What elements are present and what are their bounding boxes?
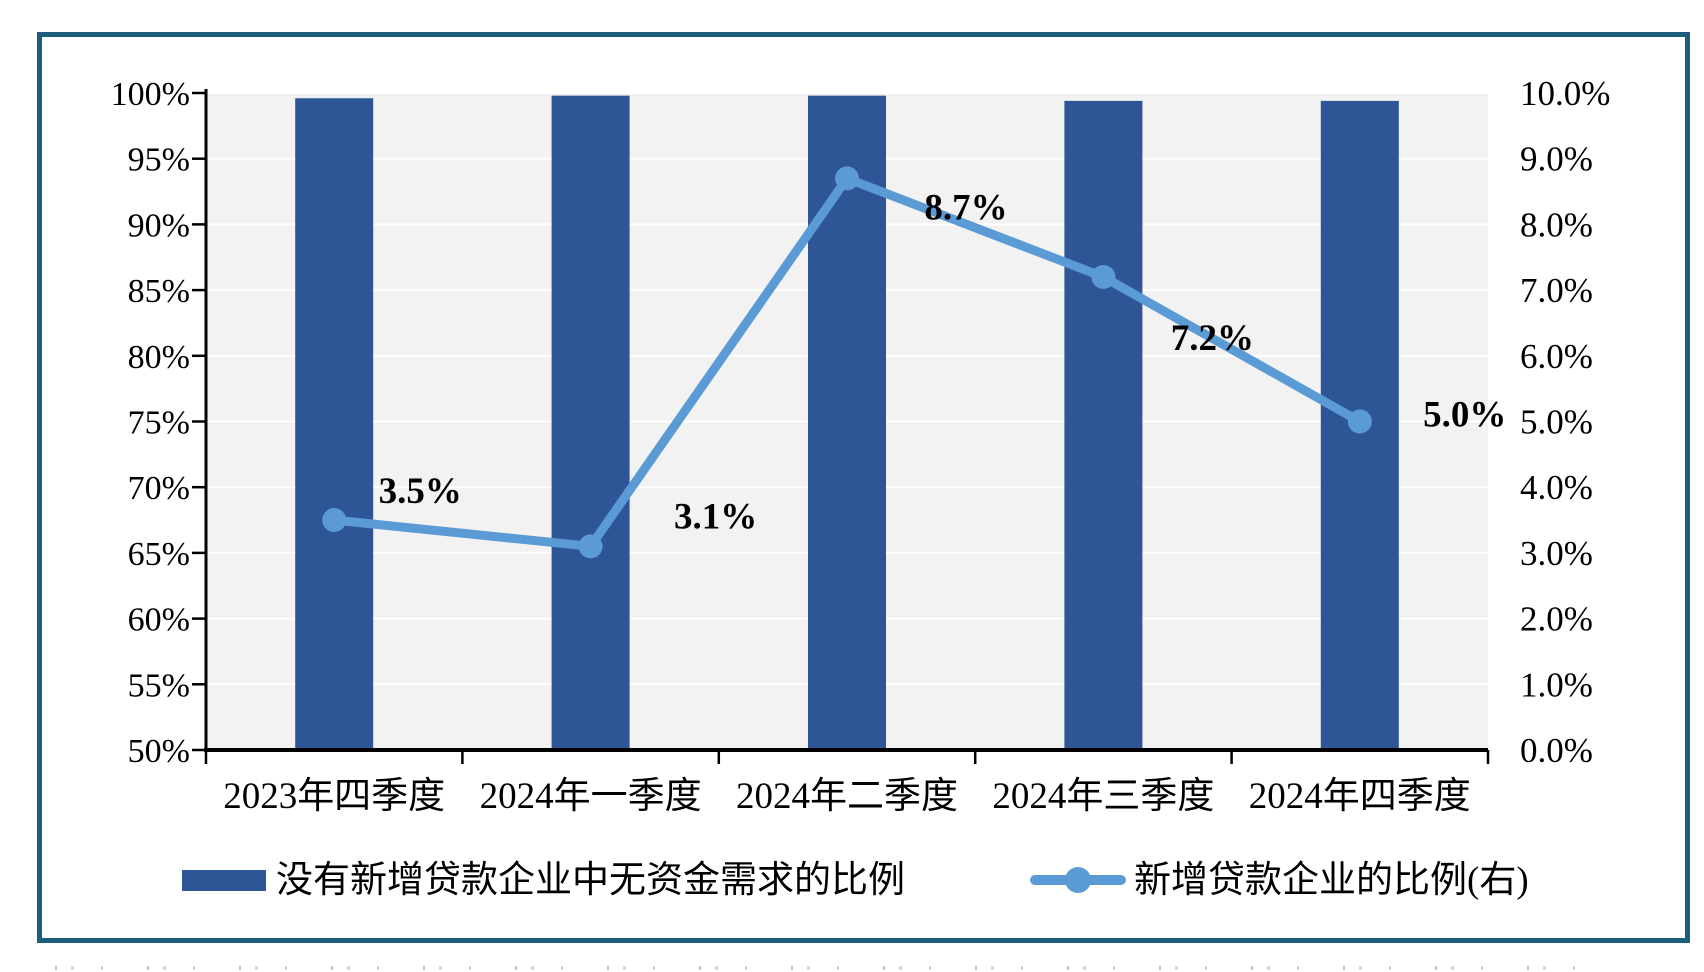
left-axis-tick-label: 85%: [128, 273, 190, 310]
left-axis-tick-label: 50%: [128, 733, 190, 770]
x-axis-category-label: 2024年二季度: [736, 775, 958, 817]
cropped-caption-remnant: [55, 966, 1615, 970]
line-data-label: 5.0%: [1423, 395, 1506, 436]
x-axis-category-label: 2024年四季度: [1249, 775, 1471, 817]
left-axis-tick-label: 55%: [128, 667, 190, 704]
right-axis-tick-label: 1.0%: [1520, 665, 1593, 704]
bar: [1064, 100, 1143, 750]
right-axis-tick-label: 8.0%: [1520, 205, 1593, 244]
line-data-label: 3.1%: [674, 496, 757, 537]
left-axis-tick-label: 80%: [128, 339, 190, 376]
x-axis-category-label: 2024年三季度: [992, 775, 1214, 817]
left-axis-tick-label: 70%: [128, 470, 190, 507]
line-series-marker: [835, 166, 859, 191]
legend-line-swatch: [1030, 867, 1126, 893]
x-axis-category-label: 2024年一季度: [480, 775, 702, 817]
bar: [551, 95, 630, 751]
line-data-label: 8.7%: [924, 187, 1007, 228]
left-axis-tick-label: 90%: [128, 207, 190, 244]
legend-bar-swatch: [182, 869, 266, 891]
right-axis-tick-label: 4.0%: [1520, 468, 1593, 507]
right-axis-tick-label: 7.0%: [1520, 271, 1593, 310]
left-axis-tick-label: 60%: [128, 602, 190, 639]
legend-line-label: 新增贷款企业的比例(右): [1134, 859, 1529, 901]
right-axis-tick-label: 5.0%: [1520, 403, 1593, 442]
line-data-label: 7.2%: [1171, 318, 1254, 359]
line-series-marker: [1347, 409, 1372, 434]
legend-item-line-series: 新增贷款企业的比例(右): [1030, 858, 1529, 902]
right-axis-tick-label: 9.0%: [1520, 140, 1593, 179]
left-axis-tick-label: 65%: [128, 536, 190, 573]
right-axis-tick-label: 3.0%: [1520, 534, 1593, 573]
bar: [295, 98, 374, 751]
right-axis-tick-label: 0.0%: [1520, 731, 1593, 770]
line-series-marker: [1091, 264, 1116, 289]
left-axis-tick-label: 95%: [128, 142, 190, 179]
bar: [808, 95, 886, 751]
line-data-label: 3.5%: [379, 471, 462, 512]
legend-item-bar-series: 没有新增贷款企业中无资金需求的比例: [182, 858, 905, 902]
line-series-marker: [578, 534, 603, 559]
legend-line-marker: [1065, 867, 1091, 893]
right-axis-tick-label: 6.0%: [1520, 337, 1593, 376]
line-series-marker: [322, 508, 347, 533]
right-axis-tick-label: 2.0%: [1520, 600, 1593, 639]
left-axis-tick-label: 100%: [111, 76, 190, 113]
right-axis-tick-label: 10.0%: [1520, 74, 1610, 113]
left-axis-tick-label: 75%: [128, 405, 190, 442]
legend-bar-label: 没有新增贷款企业中无资金需求的比例: [276, 859, 905, 901]
x-axis-category-label: 2023年四季度: [223, 775, 445, 817]
